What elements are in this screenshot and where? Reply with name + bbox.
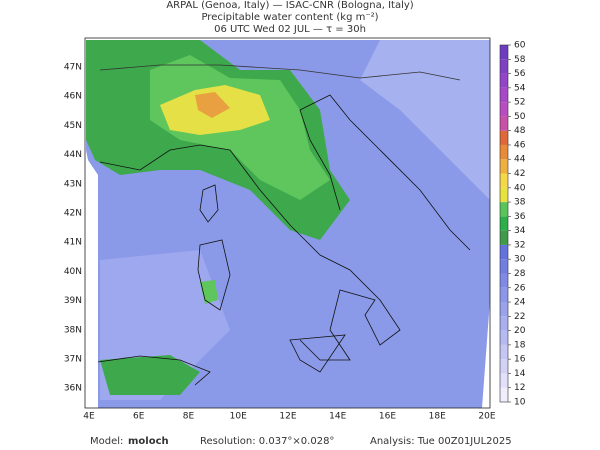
colorbar-segment [500, 216, 508, 231]
colorbar-label: 26 [514, 283, 526, 293]
colorbar-label: 10 [514, 398, 526, 408]
colorbar-segment [500, 330, 508, 345]
colorbar-segment [500, 73, 508, 88]
colorbar-frame [499, 44, 509, 403]
lat-label: 44N [64, 150, 82, 160]
lat-label: 40N [64, 267, 82, 277]
lon-label: 12E [279, 412, 296, 422]
lat-label: 41N [64, 238, 82, 248]
colorbar-label: 12 [514, 383, 525, 393]
lon-label: 8E [183, 412, 195, 422]
colorbar-segment [500, 287, 508, 303]
colorbar-label: 36 [514, 212, 526, 222]
coastlines [97, 64, 471, 386]
lon-label: 18E [429, 412, 446, 422]
colorbar-label: 48 [514, 126, 526, 136]
footer-model: moloch [128, 436, 169, 447]
colorbar-label: 34 [514, 226, 526, 236]
colorbar-segment [500, 87, 508, 103]
colorbar-label: 28 [514, 269, 526, 279]
colorbar-label: 18 [514, 340, 526, 350]
colorbar-label: 14 [514, 369, 526, 379]
footer-resolution: Resolution: 0.037°×0.028° [200, 436, 334, 447]
colorbar-segment [500, 102, 508, 117]
lat-label: 39N [64, 296, 82, 306]
coastline [299, 94, 471, 251]
colorbar-segment [500, 302, 508, 317]
header-line: Precipitable water content (kg m⁻²) [201, 12, 378, 23]
lat-label: 47N [64, 63, 82, 73]
lat-label: 46N [64, 92, 82, 102]
lat-label: 36N [64, 384, 82, 394]
colorbar-segment [500, 344, 508, 360]
header-line: 06 UTC Wed 02 JUL — τ = 30h [214, 24, 366, 35]
colorbar-label: 32 [514, 240, 525, 250]
colorbar-segment [500, 373, 508, 388]
colorbar-segment [500, 144, 508, 160]
island [197, 239, 231, 311]
lat-label: 43N [64, 179, 82, 189]
colorbar-label: 20 [514, 326, 526, 336]
colorbar-segment [500, 187, 508, 203]
colorbar-label: 38 [514, 198, 526, 208]
lat-label: 42N [64, 209, 82, 219]
colorbar-label: 50 [514, 112, 526, 122]
colorbar-label: 54 [514, 83, 526, 93]
lon-label: 4E [83, 412, 95, 422]
field-wet [100, 355, 200, 395]
lon-label: 20E [478, 412, 495, 422]
colorbar-segment [500, 273, 508, 288]
colorbar-label: 30 [514, 255, 526, 265]
header-line: ARPAL (Genoa, Italy) — ISAC-CNR (Bologna… [166, 0, 413, 11]
colorbar-label: 42 [514, 169, 525, 179]
island [199, 184, 219, 223]
colorbar-segment [500, 359, 508, 374]
colorbar-segment [500, 230, 508, 245]
colorbar-segment [500, 387, 508, 402]
footer-analysis: Analysis: Tue 00Z01JUL2025 [370, 436, 512, 447]
footer-label: Model: [90, 436, 123, 447]
colorbar-segment [500, 45, 508, 60]
colorbar-label: 24 [514, 298, 526, 308]
colorbar: 10 12 14 16 18 20 22 24 26 28 30 32 34 36 38 40 42 44 46 48… [499, 41, 526, 408]
coastline [97, 355, 211, 386]
lon-label: 16E [379, 412, 396, 422]
coastline [99, 144, 401, 361]
colorbar-label: 16 [514, 355, 526, 365]
colorbar-label: 22 [514, 312, 525, 322]
colorbar-segment [500, 59, 508, 74]
map-field [84, 37, 491, 409]
lon-label: 10E [230, 412, 247, 422]
lon-label: 6E [133, 412, 145, 422]
lat-label: 45N [64, 121, 82, 131]
colorbar-segment [500, 173, 508, 188]
colorbar-segment [500, 316, 508, 331]
colorbar-label: 46 [514, 140, 526, 150]
colorbar-segment [500, 159, 508, 174]
colorbar-segment [500, 259, 508, 274]
colorbar-label: 56 [514, 69, 526, 79]
lat-label: 37N [64, 355, 82, 365]
colorbar-segment [500, 244, 508, 260]
colorbar-label: 58 [514, 55, 526, 65]
colorbar-segment [500, 202, 508, 217]
colorbar-segment [500, 130, 508, 145]
colorbar-label: 60 [514, 41, 526, 51]
border [99, 64, 461, 81]
colorbar-label: 44 [514, 155, 526, 165]
lat-label: 38N [64, 325, 82, 335]
map-border [84, 37, 491, 409]
colorbar-label: 52 [514, 98, 525, 108]
colorbar-label: 40 [514, 183, 526, 193]
field-dry [360, 40, 490, 200]
colorbar-segment [500, 116, 508, 131]
lon-label: 14E [329, 412, 346, 422]
island [289, 334, 346, 373]
field-peak [195, 92, 230, 118]
